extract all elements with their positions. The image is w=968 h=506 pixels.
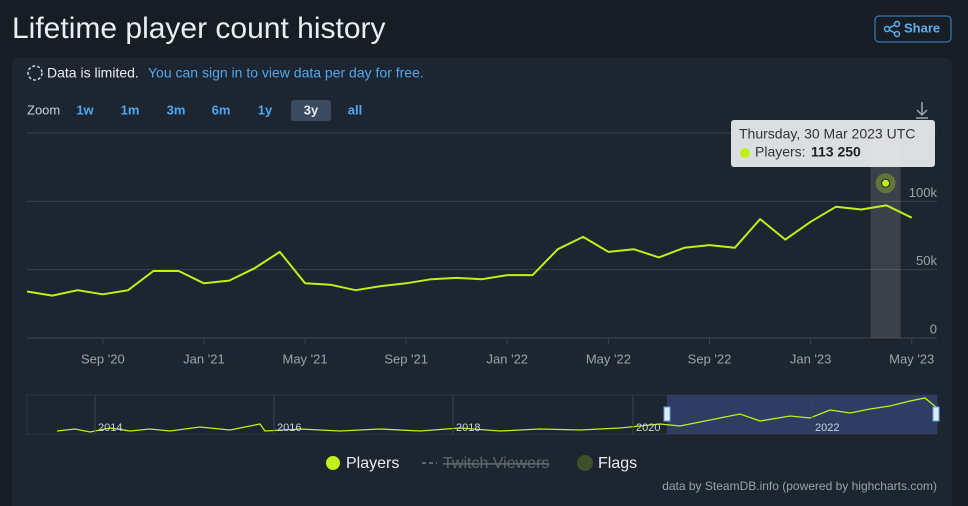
navigator-label: 2022 [815, 422, 839, 434]
legend: Players Twitch Viewers Flags [326, 455, 637, 472]
navigator-line [56, 397, 938, 433]
tooltip-dot [740, 148, 750, 158]
tooltip-box [731, 120, 935, 167]
navigator-selection[interactable] [667, 395, 937, 434]
sign-in-link[interactable]: You can sign in to view data per day for… [148, 65, 424, 81]
plot: 0 50k 100k Sep '20 Jan '21 May '21 Sep '21 Jan … [26, 120, 938, 366]
legend-marker[interactable] [326, 456, 340, 470]
x-tick-label: May '21 [282, 351, 327, 366]
tooltip-value: 113 250 [811, 144, 861, 160]
navigator-labels: 2014 2016 2018 2020 2022 [94, 395, 839, 434]
x-tick-label: Jan '21 [183, 351, 225, 366]
navigator-handle[interactable] [663, 406, 671, 422]
x-tick-label: Jan '23 [790, 351, 832, 366]
navigator-label: 2016 [277, 422, 301, 434]
tooltip-date: Thursday, 30 Mar 2023 UTC [739, 126, 915, 142]
zoom-buttons: 1w 1m 3m 6m 1y 3y all [76, 100, 362, 121]
zoom-button[interactable]: 1w [76, 102, 94, 117]
panel [12, 58, 952, 506]
navigator-label: 2014 [98, 422, 122, 434]
x-tick-label: May '23 [889, 351, 934, 366]
navigator-handle[interactable] [932, 406, 940, 422]
x-tick-label: Sep '21 [384, 351, 428, 366]
limited-icon [27, 65, 43, 81]
share-label[interactable]: Share [904, 20, 940, 35]
zoom-button[interactable]: all [348, 102, 362, 117]
download-icon[interactable] [916, 102, 928, 119]
y-tick-label: 50k [916, 253, 937, 268]
x-tick-label: May '22 [586, 351, 631, 366]
legend-label[interactable]: Players [346, 455, 399, 472]
navigator-label: 2018 [456, 422, 480, 434]
zoom-button[interactable]: 1m [121, 102, 140, 117]
zoom-active-bg [291, 100, 331, 121]
y-tick-label: 0 [930, 321, 937, 336]
share-button[interactable] [874, 15, 952, 43]
legend-label[interactable]: Flags [598, 455, 637, 472]
notice-text: Data is limited. [47, 65, 139, 81]
series-line [26, 204, 913, 297]
x-tick-label: Jan '22 [487, 351, 529, 366]
y-tick-label: 100k [909, 185, 938, 200]
zoom-label: Zoom [27, 102, 60, 117]
hover-band [870, 133, 901, 338]
page-title: Lifetime player count history [12, 12, 386, 45]
zoom-button[interactable]: 3m [167, 102, 186, 117]
tooltip-series: Players: [755, 144, 806, 160]
zoom-button[interactable]: 1y [258, 102, 273, 117]
x-tick-label: Sep '22 [688, 351, 732, 366]
zoom-button[interactable]: 6m [212, 102, 231, 117]
share-icon [883, 20, 901, 38]
navigator-label: 2020 [636, 422, 660, 434]
legend-marker[interactable] [577, 455, 593, 471]
hover-point [881, 178, 891, 188]
credit: data by SteamDB.info (powered by highcha… [662, 479, 937, 493]
zoom-button[interactable]: 3y [304, 102, 319, 117]
legend-label[interactable]: Twitch Viewers [443, 455, 549, 472]
x-tick-label: Sep '20 [81, 351, 125, 366]
